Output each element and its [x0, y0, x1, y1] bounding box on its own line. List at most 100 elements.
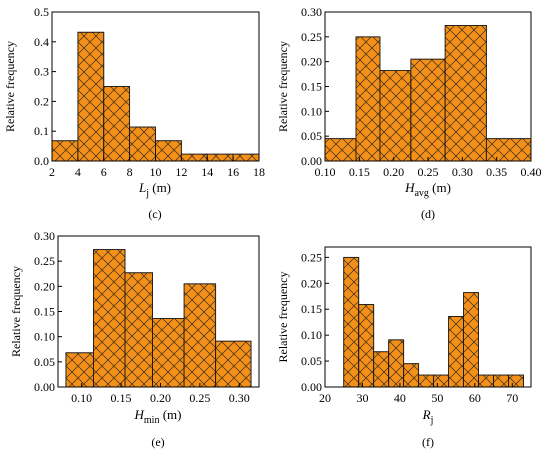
histogram-bar-hatch — [93, 249, 126, 388]
x-tick-label: 40 — [394, 391, 406, 405]
x-tick-label: 2 — [49, 165, 55, 179]
histogram-bar-hatch — [124, 272, 153, 388]
x-axis-label-subscript: avg — [414, 188, 428, 199]
y-tick-label: 0.3 — [34, 65, 49, 79]
histogram-bar-hatch — [508, 374, 524, 388]
x-tick-label: 0.30 — [229, 391, 250, 405]
histogram-bar-hatch — [77, 31, 105, 162]
y-tick-label: 0.00 — [301, 154, 322, 168]
y-tick-label: 0.20 — [301, 55, 322, 69]
x-tick-label: 30 — [356, 391, 368, 405]
plot-frame — [324, 246, 532, 388]
y-tick-label: 0.10 — [301, 328, 322, 342]
x-tick-label: 0.30 — [452, 165, 473, 179]
x-axis-label: Rj — [422, 407, 434, 426]
y-tick-label: 0.05 — [301, 129, 322, 143]
y-tick-label: 0.30 — [301, 5, 322, 19]
histogram-bar-hatch — [433, 374, 450, 388]
y-axis-label: Relative frequency — [276, 41, 290, 132]
histogram-bar-hatch — [379, 70, 412, 162]
histogram-bar-hatch — [410, 58, 446, 162]
histogram-bar-hatch — [478, 374, 494, 388]
x-tick-label: 14 — [201, 165, 213, 179]
x-tick-label: 0.25 — [418, 165, 439, 179]
histogram-bar-hatch — [152, 318, 185, 388]
y-tick-label: 0.05 — [301, 354, 322, 368]
x-tick-label: 4 — [75, 165, 81, 179]
x-tick-label: 18 — [253, 165, 265, 179]
histogram-bar-hatch — [444, 25, 487, 162]
histogram-panel-c: 0.0 0.1 0.2 0.3 0.4 0.5 2 4 6 8 10 12 14 16 18 Relative… — [3, 5, 265, 221]
y-tick-label: 0.10 — [301, 104, 322, 118]
y-tick-label: 0.15 — [301, 80, 322, 94]
histogram-bar-hatch — [215, 340, 252, 388]
panel-label: (d) — [421, 207, 435, 221]
x-tick-label: 8 — [127, 165, 133, 179]
x-axis-label-symbol: L — [138, 180, 146, 195]
histogram-bar-hatch — [418, 374, 435, 388]
histogram-panel-d: 0.00 0.05 0.10 0.15 0.20 0.25 0.30 0.10 0.15 0.20… — [276, 5, 542, 221]
y-tick-label: 0.30 — [34, 229, 55, 243]
y-axis-label: Relative frequency — [9, 266, 23, 357]
y-tick-label: 0.5 — [34, 5, 49, 19]
x-tick-label: 0.10 — [71, 391, 92, 405]
histogram-bar-hatch — [103, 86, 131, 162]
x-tick-label: 0.35 — [486, 165, 507, 179]
histogram-bar-hatch — [355, 36, 381, 162]
x-axis-label: Lj (m) — [138, 180, 171, 199]
panel-label: (c) — [148, 207, 161, 221]
histogram-panel-e: 0.00 0.05 0.10 0.15 0.20 0.25 0.30 0.10 0.15 0.20… — [9, 229, 260, 449]
x-tick-label: 0.20 — [150, 391, 171, 405]
y-tick-label: 0.10 — [34, 330, 55, 344]
histogram-bar-hatch — [373, 351, 390, 388]
y-tick-label: 0.00 — [34, 380, 55, 394]
histogram-bar-hatch — [388, 339, 405, 388]
y-tick-label: 0.20 — [301, 276, 322, 290]
x-tick-label: 0.20 — [383, 165, 404, 179]
x-axis-label: Hmin (m) — [134, 407, 182, 426]
histogram-bar-hatch — [403, 363, 420, 388]
histogram-bar-hatch — [65, 352, 94, 388]
y-tick-label: 0.05 — [34, 355, 55, 369]
x-axis-label-subscript: min — [144, 415, 160, 426]
x-tick-label: 50 — [431, 391, 443, 405]
y-tick-label: 0.0 — [34, 154, 49, 168]
x-axis-label-unit: (m) — [149, 180, 171, 195]
x-tick-label: 0.15 — [111, 391, 132, 405]
x-axis-label-unit: (m) — [429, 180, 451, 195]
y-tick-label: 0.15 — [34, 305, 55, 319]
histogram-bar-hatch — [206, 153, 234, 162]
histogram-bar-hatch — [129, 126, 156, 162]
x-axis-label-subscript: j — [145, 188, 149, 199]
y-axis-label: Relative frequency — [276, 272, 290, 363]
x-axis-label-symbol: R — [422, 407, 431, 422]
x-tick-label: 16 — [227, 165, 239, 179]
histogram-bar-hatch — [324, 138, 357, 162]
histogram-bar-hatch — [485, 138, 532, 162]
histogram-bar-hatch — [463, 292, 479, 388]
histogram-bar-hatch — [493, 374, 509, 388]
y-tick-label: 0.25 — [301, 30, 322, 44]
x-tick-label: 60 — [469, 391, 481, 405]
y-tick-label: 0.25 — [34, 254, 55, 268]
x-axis-label: Havg (m) — [404, 180, 451, 199]
x-tick-label: 6 — [101, 165, 107, 179]
x-tick-label: 0.25 — [189, 391, 210, 405]
panel-label: (f) — [422, 435, 434, 449]
y-tick-label: 0.25 — [301, 250, 322, 264]
histogram-bar-hatch — [155, 140, 182, 162]
histogram-bar-hatch — [232, 153, 260, 162]
histogram-bar-hatch — [183, 283, 217, 388]
histogram-panel-f: 0.00 0.05 0.10 0.15 0.20 0.25 20 30 40 50 60 70 Rela… — [276, 246, 532, 449]
y-axis-label: Relative frequency — [3, 41, 17, 132]
y-tick-label: 0.15 — [301, 302, 322, 316]
y-tick-label: 0.4 — [34, 35, 49, 49]
x-axis-label-subscript: j — [430, 415, 434, 426]
x-axis-label-symbol: H — [134, 407, 145, 422]
y-tick-label: 0.1 — [34, 124, 49, 138]
x-axis-label-symbol: H — [404, 180, 415, 195]
histogram-bar-hatch — [51, 140, 79, 162]
x-tick-label: 10 — [150, 165, 162, 179]
x-tick-label: 12 — [175, 165, 187, 179]
